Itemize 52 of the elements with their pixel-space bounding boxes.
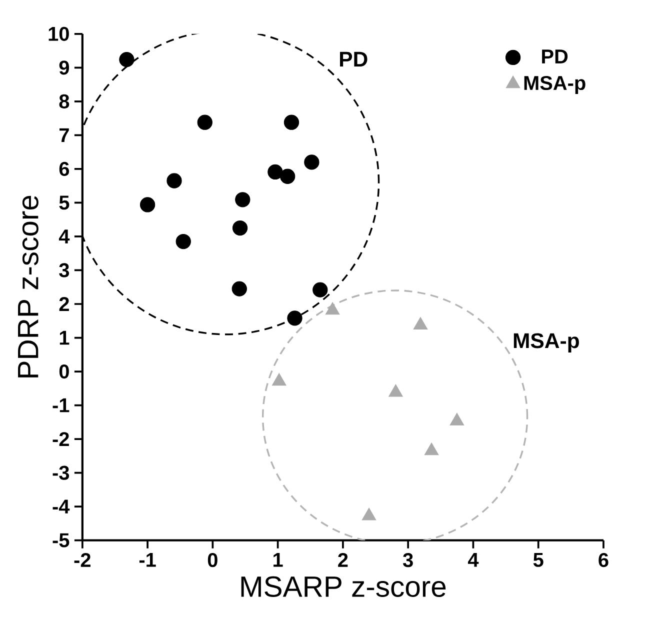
y-tick-label: -4 — [52, 500, 70, 514]
x-tick-label: 6 — [598, 552, 608, 568]
point — [166, 173, 182, 188]
y-tick-label: 4 — [58, 230, 70, 244]
y-tick-label: -2 — [52, 432, 69, 446]
point — [284, 114, 300, 130]
y-tick-label: 1 — [60, 330, 70, 345]
y-tick-label: -5 — [52, 533, 70, 548]
point — [413, 317, 428, 330]
y-tick-label: 9 — [59, 60, 69, 75]
legend-label: MSA-p — [524, 76, 586, 94]
point — [268, 164, 283, 180]
y-tick-label: 10 — [48, 26, 69, 41]
y-tick-label: 2 — [59, 297, 69, 311]
x-tick-label: 4 — [468, 552, 479, 567]
point — [450, 412, 464, 426]
y-tick-label: 0 — [59, 364, 69, 379]
x-tick-label: 0 — [208, 552, 218, 568]
y-tick-label: -1 — [52, 398, 70, 412]
x-tick-label: 1 — [274, 552, 283, 567]
y-tick-label: 3 — [59, 263, 70, 278]
annotation: MSA-p — [514, 333, 579, 352]
y-tick-label: 7 — [60, 128, 69, 142]
point — [424, 442, 439, 456]
point — [235, 192, 250, 208]
point — [388, 384, 403, 397]
y-tick-label: 8 — [59, 94, 70, 108]
annotation: PD — [340, 52, 368, 67]
point — [362, 508, 376, 520]
point — [232, 220, 248, 236]
x-tick-label: 3 — [402, 552, 413, 568]
point — [197, 114, 212, 130]
y-axis-title: PDRP z-score — [18, 196, 38, 378]
x-tick-label: -1 — [139, 552, 156, 567]
point — [325, 302, 340, 315]
y-tick-label: 6 — [59, 162, 70, 176]
legend-label: PD — [542, 50, 568, 64]
y-tick-label: -3 — [52, 466, 70, 480]
x-tick-label: 5 — [533, 552, 544, 567]
x-axis-title: MSARP z-score — [241, 576, 446, 597]
point — [176, 234, 191, 250]
point — [312, 282, 328, 298]
y-tick-label: 5 — [59, 196, 70, 210]
point — [280, 168, 296, 184]
point — [140, 197, 156, 212]
point — [272, 373, 286, 386]
x-tick-label: -2 — [74, 552, 90, 567]
point — [304, 154, 320, 170]
point — [119, 52, 134, 68]
x-tick-label: 2 — [338, 552, 348, 567]
point — [287, 310, 302, 326]
point — [232, 281, 247, 296]
